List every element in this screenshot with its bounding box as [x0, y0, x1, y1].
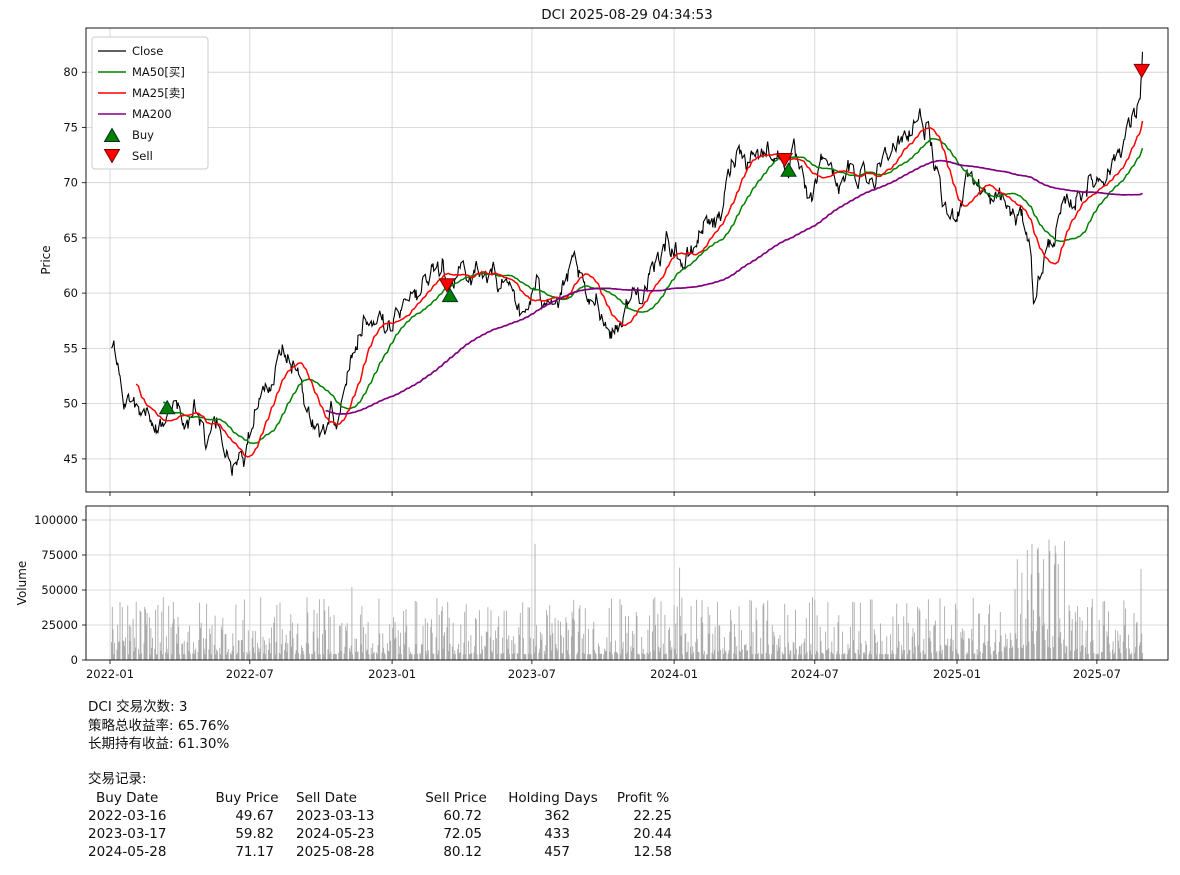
axis-ticks — [82, 71, 1098, 664]
price-axis-label: Price — [39, 245, 53, 274]
xtick-label: 2024-07 — [791, 667, 839, 681]
price-ytick-label: 65 — [63, 231, 78, 245]
volume-ytick-label: 50000 — [41, 583, 78, 597]
trade-table: Buy Date Buy Price Sell Date Sell Price Hold… — [88, 789, 682, 861]
trade-cell: 2023-03-17 — [88, 826, 167, 842]
legend-label: Buy — [132, 128, 154, 142]
strategy-return-line: 策略总收益率: 65.76% — [88, 717, 230, 734]
trade-cell: 2023-03-13 — [296, 808, 375, 824]
trade-cell: 2025-08-28 — [296, 844, 375, 860]
trade-cell: 80.12 — [443, 844, 482, 860]
legend-label: Sell — [132, 149, 153, 163]
legend-box — [91, 36, 209, 170]
trade-column-header: Sell Date — [296, 790, 357, 806]
legend-label: MA50[买] — [132, 65, 185, 79]
trade-table-header-row: Buy Date Buy Price Sell Date Sell Price Hold… — [88, 789, 682, 807]
volume-ytick-label: 100000 — [34, 513, 78, 527]
buy-marker — [441, 287, 459, 303]
trade-cell: 71.17 — [235, 844, 274, 860]
buy-marker — [158, 399, 176, 415]
strategy-report: DCI 交易次数: 3 策略总收益率: 65.76% 长期持有收益: 61.30… — [88, 698, 1180, 861]
price-ytick-label: 70 — [63, 176, 78, 190]
price-ytick-label: 75 — [63, 120, 78, 134]
xtick-label: 2023-01 — [368, 667, 416, 681]
trade-cell: 49.67 — [235, 808, 274, 824]
trade-cell: 457 — [544, 844, 570, 860]
legend-sell-marker-icon — [103, 149, 121, 164]
xtick-label: 2024-01 — [650, 667, 698, 681]
xtick-label: 2023-07 — [508, 667, 556, 681]
price-volume-chart: 45 50 55 60 65 70 75 80 0 25000 50000 75000 100000 20… — [15, 7, 1169, 681]
legend-label: MA200 — [132, 107, 172, 121]
trade-row: 2024-05-28 71.17 2025-08-28 80.12 457 12.58 — [88, 843, 682, 861]
trade-column-header: Holding Days — [508, 790, 598, 806]
volume-bars — [111, 539, 1143, 660]
price-ytick-label: 45 — [63, 452, 78, 466]
volume-ytick-label: 25000 — [41, 618, 78, 632]
xtick-label: 2022-07 — [226, 667, 274, 681]
chart-title: DCI 2025-08-29 04:34:53 — [541, 7, 712, 23]
trade-column-header: Profit % — [616, 790, 670, 806]
xtick-label: 2025-01 — [933, 667, 981, 681]
volume-axis-label: Volume — [15, 561, 29, 606]
sell-marker — [438, 278, 456, 293]
trade-column-header: Sell Price — [425, 790, 487, 806]
price-ytick-label: 50 — [63, 397, 78, 411]
trade-count-line: DCI 交易次数: 3 — [88, 699, 188, 715]
ma25-line — [135, 120, 1144, 458]
buy-marker — [780, 162, 797, 177]
legend-label: MA25[卖] — [132, 86, 185, 100]
volume-ytick-label: 75000 — [41, 548, 78, 562]
trade-cell: 433 — [544, 826, 570, 842]
trade-cell: 2024-05-28 — [88, 844, 167, 860]
volume-ytick-label: 0 — [71, 653, 78, 667]
spacer — [88, 754, 1180, 770]
trade-cell: 2022-03-16 — [88, 808, 167, 824]
trade-cell: 2024-05-23 — [296, 826, 375, 842]
trade-cell: 72.05 — [443, 826, 482, 842]
hold-return-line: 长期持有收益: 61.30% — [88, 736, 230, 752]
sell-marker — [1133, 63, 1151, 79]
sell-marker — [776, 153, 794, 168]
legend-label: Close — [132, 44, 163, 58]
price-ytick-label: 80 — [63, 65, 78, 79]
price-axes-frame — [85, 27, 1169, 493]
ma200-line — [325, 159, 1143, 415]
trade-cell: 362 — [544, 808, 570, 824]
legend-buy-marker-icon — [103, 127, 121, 142]
legend: Close MA50[买] MA25[卖] MA200 Buy Sell — [91, 36, 209, 170]
trade-cell: 59.82 — [235, 826, 274, 842]
price-ytick-label: 60 — [63, 286, 78, 300]
trade-cell: 22.25 — [633, 808, 672, 824]
volume-axes-frame — [85, 505, 1169, 661]
trade-column-header: Buy Price — [215, 790, 279, 806]
close-line — [111, 51, 1144, 476]
xtick-label: 2025-07 — [1073, 667, 1121, 681]
trade-cell: 60.72 — [443, 808, 482, 824]
trade-records-label: 交易记录: — [88, 770, 147, 787]
xtick-label: 2022-01 — [86, 667, 134, 681]
trade-row: 2022-03-16 49.67 2023-03-13 60.72 362 22.25 — [88, 807, 682, 825]
ma50-line — [162, 138, 1144, 445]
trade-row: 2023-03-17 59.82 2024-05-23 72.05 433 20.44 — [88, 825, 682, 843]
grid-lines — [86, 28, 1168, 661]
price-ytick-label: 55 — [63, 341, 78, 355]
trade-cell: 20.44 — [633, 826, 672, 842]
trade-cell: 12.58 — [633, 844, 672, 860]
trade-column-header: Buy Date — [96, 790, 159, 806]
